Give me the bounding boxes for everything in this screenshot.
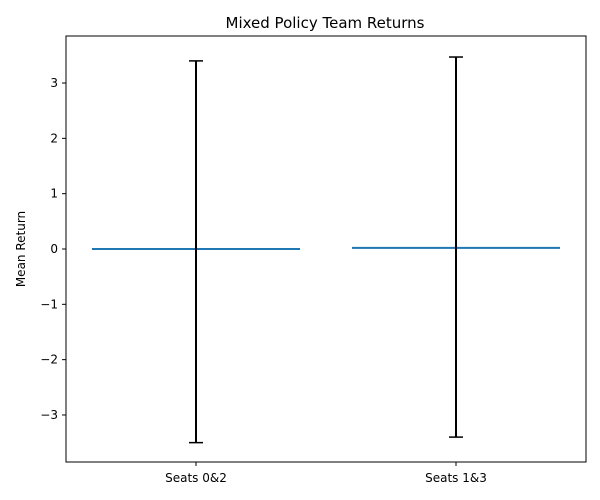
x-tick-label: Seats 1&3: [425, 471, 487, 485]
y-tick-label: 1: [50, 187, 58, 201]
axes-frame: [65, 35, 587, 463]
y-tick-label: −2: [40, 353, 58, 367]
y-tick-label: −1: [40, 297, 58, 311]
y-tick-label: 0: [50, 242, 58, 256]
y-tick-label: 3: [50, 76, 58, 90]
y-axis-label: Mean Return: [14, 211, 28, 287]
x-tick-label: Seats 0&2: [165, 471, 227, 485]
chart-title: Mixed Policy Team Returns: [226, 14, 425, 32]
y-tick-label: 2: [50, 131, 58, 145]
y-tick-label: −3: [40, 408, 58, 422]
plot-area: −3 −2 −1 0 1 2 3 Seats 0&2 Seats 1&3: [40, 56, 560, 485]
